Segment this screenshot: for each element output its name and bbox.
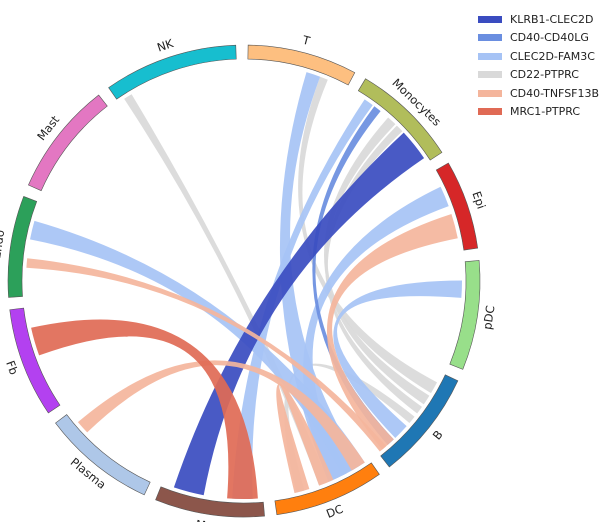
ribbon-cd40-tnfsf13b <box>276 383 334 494</box>
segment-label: Epi <box>469 189 488 210</box>
segment-label: pDC <box>480 305 497 331</box>
segment-label: DC <box>324 502 345 521</box>
segment-mac <box>155 486 265 518</box>
ribbon-clec2d-fam3c <box>333 280 462 438</box>
legend-item: CD40-TNFSF13B <box>478 84 600 103</box>
legend-swatch <box>478 89 502 97</box>
ribbon-clec2d-fam3c <box>30 220 365 476</box>
ribbon-mrc1-ptprc <box>31 319 258 499</box>
segment-nk <box>108 44 237 100</box>
segment-endo <box>7 196 38 298</box>
segment-label: T <box>300 33 312 49</box>
legend-label: CD40-CD40LG <box>510 31 589 45</box>
ribbon-cd40-tnfsf13b <box>77 360 365 471</box>
ribbon-cd22-ptprc <box>324 117 430 405</box>
ribbon-layer <box>26 72 462 500</box>
legend-item: KLRB1-CLEC2D <box>478 10 596 29</box>
segment-pdc <box>449 260 481 370</box>
segment-epi <box>435 162 479 251</box>
legend-swatch <box>478 34 502 42</box>
legend-label: CLEC2D-FAM3C <box>510 49 595 63</box>
segment-fb <box>9 307 61 414</box>
legend-swatch <box>478 108 502 116</box>
legend-item: CLEC2D-FAM3C <box>478 47 596 66</box>
segment-layer <box>7 44 481 518</box>
legend: KLRB1-CLEC2D CD40-CD40LG CLEC2D-FAM3C CD… <box>478 10 600 122</box>
segment-label: B <box>430 428 446 443</box>
segment-label: Mac <box>195 517 220 522</box>
segment-mast <box>28 94 108 192</box>
legend-item: MRC1-PTPRC <box>478 103 596 122</box>
legend-label: CD22-PTPRC <box>510 68 579 82</box>
legend-swatch <box>478 71 502 79</box>
legend-label: KLRB1-CLEC2D <box>510 12 594 26</box>
segment-dc <box>274 462 380 516</box>
segment-label: Fb <box>3 359 21 377</box>
ribbon-cd22-ptprc <box>284 363 415 493</box>
legend-item: CD22-PTPRC <box>478 66 596 85</box>
ribbon-klrb1-clec2d <box>173 132 425 496</box>
legend-item: CD40-CD40LG <box>478 29 596 48</box>
legend-swatch <box>478 15 502 23</box>
segment-label: Endo <box>0 229 7 260</box>
segment-label: NK <box>155 36 175 55</box>
ribbon-cd22-ptprc <box>325 125 423 414</box>
legend-label: CD40-TNFSF13B <box>510 86 600 100</box>
segment-t <box>247 44 356 86</box>
ribbon-clec2d-fam3c <box>279 72 361 482</box>
segment-monocytes <box>357 78 443 161</box>
ribbon-cd22-ptprc <box>298 76 438 394</box>
legend-swatch <box>478 52 502 60</box>
ribbon-cd40-tnfsf13b <box>326 213 458 450</box>
segment-plasma <box>55 414 151 496</box>
legend-label: MRC1-PTPRC <box>510 105 580 119</box>
segment-b <box>380 374 459 468</box>
